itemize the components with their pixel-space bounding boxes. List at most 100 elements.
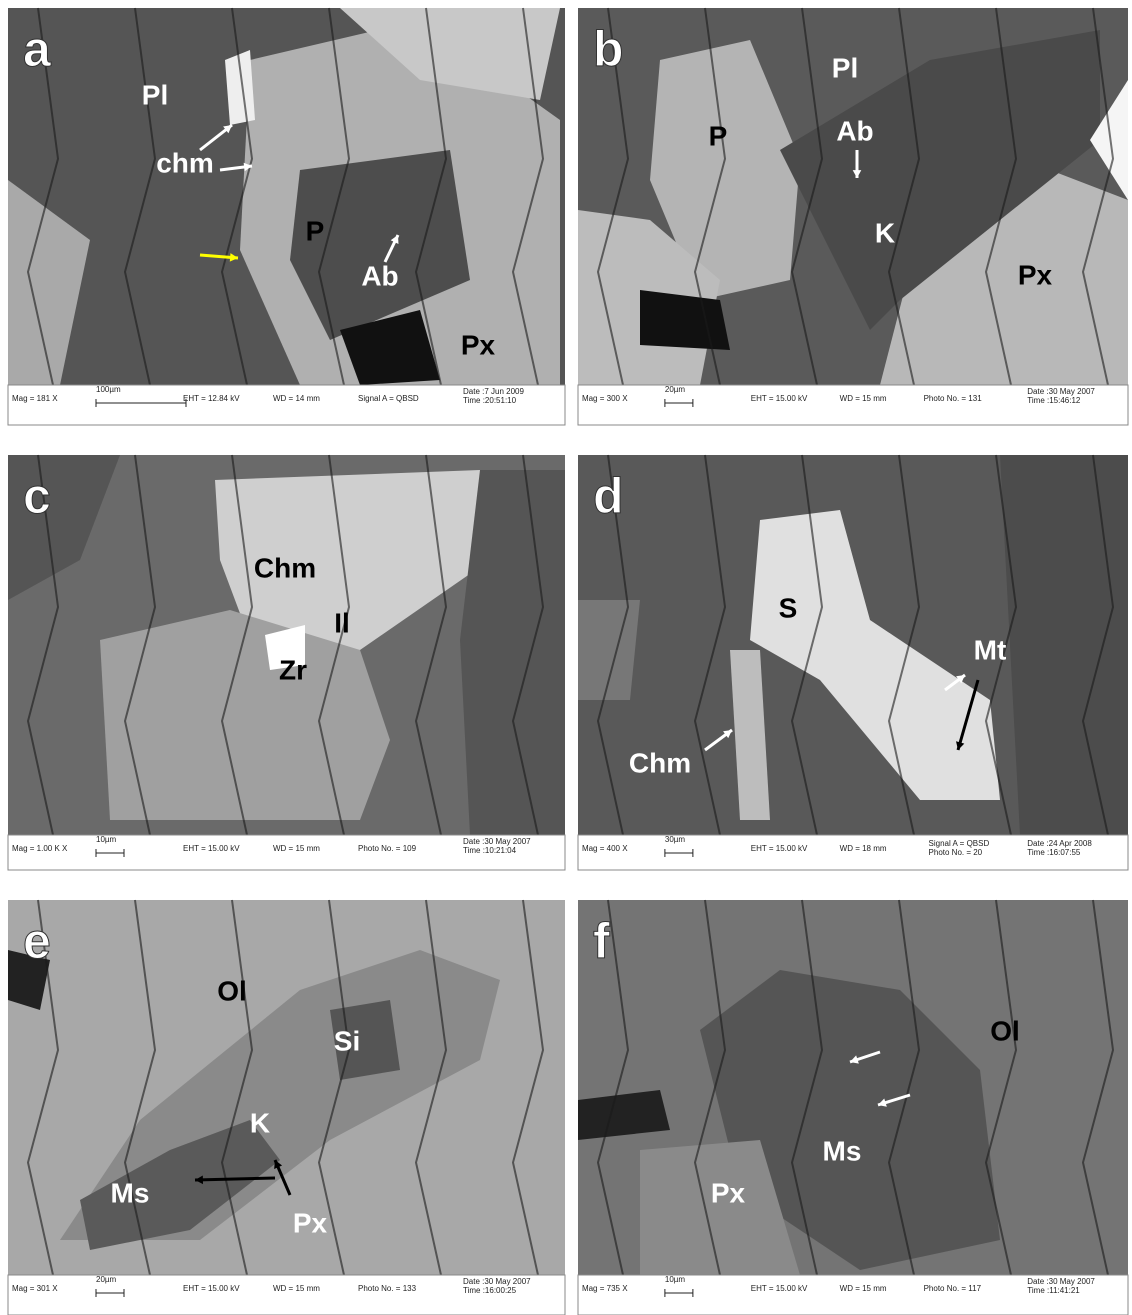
info-bar [577,384,1129,426]
mineral-grain [640,1140,800,1275]
mineral-label: Ol [990,1015,1020,1046]
info-text: 20µm [96,1275,117,1284]
info-text: Date :30 May 2007 [1027,387,1095,396]
info-text: Date :30 May 2007 [1027,1277,1095,1286]
mineral-grain [330,1000,400,1080]
mineral-label: Ol [217,975,247,1006]
panel-letter: c [23,468,51,524]
crack [414,454,448,836]
crack [887,454,921,836]
arrow-head [243,162,252,172]
arrow [194,1176,276,1182]
panel-letter: b [593,21,624,77]
crack [887,899,921,1276]
panel-letter: a [23,21,52,77]
crack [984,7,1018,386]
mineral-grain [1090,80,1128,200]
crack [693,454,727,836]
mineral-label: Mt [974,634,1007,665]
info-text: WD = 15 mm [273,844,320,853]
crack [693,899,727,1276]
crack [317,899,351,1276]
info-text: WD = 15 mm [840,394,887,403]
panel: c Chm Il Zr Mag = 1.00 K X 10µm EHT = 15.00 kV… [7,454,566,871]
info-text: Mag = 1.00 K X [12,844,68,853]
mineral-label: K [875,217,895,248]
mineral-label: P [709,120,728,151]
mineral-grain [578,600,640,700]
arrow-head [878,1098,887,1107]
info-text: Photo No. = 131 [924,394,983,403]
mineral-grain [100,610,390,820]
crack [1081,7,1115,386]
panel: a Pl chm P Ab Px Mag = 181 X 100µm EHT = 12.84 k… [7,7,566,426]
crack [414,7,448,386]
mineral-label: Ab [836,115,873,146]
arrow-head [390,235,399,244]
info-bar [7,1274,566,1315]
info-text: Photo No. = 133 [358,1284,417,1293]
panel: e Ol Si K Ms Px Mag = 301 X 20µm EHT = 15.00 kV W… [7,899,566,1315]
mineral-label: Px [1018,259,1053,290]
crack [984,454,1018,836]
info-text: Mag = 181 X [12,394,58,403]
crack [790,454,824,836]
crack [790,7,824,386]
info-text: 100µm [96,385,121,394]
mineral-label: Pl [832,52,858,83]
panel-letter: e [23,913,51,969]
arrow-head [229,253,238,262]
mineral-label: Px [293,1207,328,1238]
crack [1081,454,1115,836]
arrow-head [852,170,862,178]
info-text: Date :7 Jun 2009 [463,387,524,396]
panel-letter: d [593,468,624,524]
mineral-label: Ms [111,1177,150,1208]
mineral-label: Si [334,1025,360,1056]
mineral-grain [265,625,305,670]
arrow [956,679,980,751]
mineral-grain [8,950,50,1010]
mineral-label: Ab [361,260,398,291]
mineral-label: Ms [823,1135,862,1166]
mineral-grain [650,40,800,300]
mineral-grain [215,470,490,650]
mineral-label: K [250,1107,270,1138]
mineral-label: Il [334,607,350,638]
info-text: EHT = 15.00 kV [183,844,240,853]
panel: b Pl P Ab K Px Mag = 300 X 20µm EHT = 15.00 kV WD… [577,7,1129,426]
info-text: Photo No. = 20 [929,848,983,857]
info-text: 10µm [96,835,117,844]
arrow-head [956,675,965,684]
info-text: Time :15:46:12 [1027,396,1081,405]
crack [511,454,545,836]
mineral-grain [225,50,255,125]
info-text: Time :20:51:10 [463,396,517,405]
crack [887,7,921,386]
info-text: Photo No. = 109 [358,844,417,853]
info-text: Mag = 735 X [582,1284,628,1293]
crack [220,7,254,386]
info-text: Time :16:07:55 [1027,848,1081,857]
crack [220,899,254,1276]
info-bar [577,1274,1129,1315]
mineral-grain [340,310,440,385]
info-text: Signal A = QBSD [358,394,419,403]
mineral-label: P [306,215,325,246]
crack [596,454,630,836]
mineral-label: Chm [254,552,316,583]
info-text: EHT = 15.00 kV [183,1284,240,1293]
info-text: Date :24 Apr 2008 [1027,839,1092,848]
crack [26,454,60,836]
info-text: 30µm [665,835,686,844]
mineral-label: Zr [279,654,307,685]
mineral-grain [730,650,770,820]
info-text: WD = 15 mm [840,1284,887,1293]
crack [790,899,824,1276]
info-text: Photo No. = 117 [924,1284,982,1293]
info-text: 10µm [665,1275,686,1284]
mineral-label: S [779,592,798,623]
crack [123,899,157,1276]
arrow-head [223,125,232,134]
